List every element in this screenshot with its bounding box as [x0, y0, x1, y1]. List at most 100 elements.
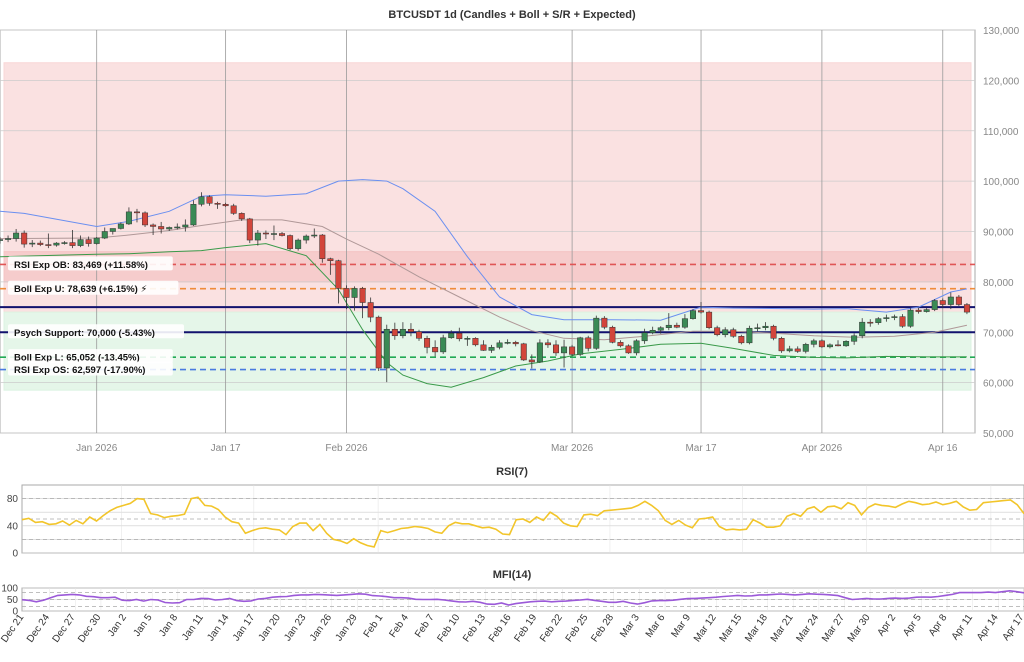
- candle-body: [794, 348, 801, 352]
- candle: [496, 340, 503, 350]
- candle-body: [142, 212, 149, 226]
- candle-body: [37, 242, 44, 245]
- candle-body: [810, 340, 817, 345]
- candle-body: [45, 244, 52, 246]
- candle: [617, 340, 624, 348]
- candle: [432, 340, 439, 357]
- candle: [407, 323, 414, 337]
- mfi-x-tick-label: Mar 3: [618, 612, 642, 640]
- candle-body: [77, 239, 84, 246]
- candle: [416, 329, 422, 341]
- level-label-background: [8, 256, 173, 271]
- candle-body: [270, 233, 277, 235]
- candle: [963, 303, 970, 315]
- mfi-x-tick-label: Mar 21: [769, 612, 796, 644]
- candle: [891, 314, 898, 321]
- candle: [246, 217, 253, 244]
- candle-body: [520, 343, 527, 361]
- candle-body: [689, 310, 696, 319]
- candle: [609, 325, 616, 344]
- candle: [117, 222, 124, 230]
- level-label-background: [8, 324, 184, 339]
- candle-body: [512, 342, 519, 345]
- candle: [174, 223, 181, 230]
- bollinger-middle: [0, 219, 968, 341]
- candle-body: [351, 288, 358, 298]
- mfi-x-tick-label: Jan 8: [157, 612, 180, 639]
- candle: [915, 307, 922, 314]
- candle: [424, 335, 431, 354]
- mfi-title: MFI(14): [493, 569, 532, 581]
- mfi-x-tick-label: Feb 25: [564, 612, 591, 644]
- mfi-x-tick-label: Feb 4: [387, 612, 411, 640]
- candle-body: [101, 231, 108, 239]
- candle-body: [617, 342, 624, 347]
- candle: [464, 336, 471, 346]
- candle-body: [21, 232, 28, 245]
- candle-body: [206, 196, 213, 204]
- rsi-y-tick-label: 40: [7, 521, 19, 532]
- mfi-x-tick-label: Mar 30: [846, 612, 873, 644]
- mfi-line: [21, 589, 1024, 606]
- candle-body: [714, 327, 721, 336]
- chart-title: BTCUSDT 1d (Candles + Boll + S/R + Expec…: [388, 9, 636, 21]
- candle: [883, 314, 890, 322]
- bollinger-bands: [0, 179, 968, 388]
- candle: [601, 316, 608, 330]
- candle-body: [899, 316, 906, 327]
- candle: [359, 286, 366, 319]
- candle: [303, 234, 310, 244]
- x-tick-label: Mar 17: [685, 443, 717, 454]
- candle-body: [915, 309, 922, 312]
- candle-body: [335, 260, 342, 289]
- level-label: Boll Exp L: 65,052 (-13.45%): [8, 349, 173, 364]
- candle: [77, 235, 84, 248]
- candle: [875, 317, 882, 325]
- mfi-x-tick-label: Dec 27: [51, 612, 78, 645]
- mfi-x-tick-label: Dec 24: [25, 612, 52, 645]
- candle-body: [528, 359, 535, 363]
- candle-body: [464, 338, 471, 340]
- candle-body: [133, 211, 140, 214]
- candle: [440, 334, 447, 354]
- mfi-series: [21, 589, 1024, 606]
- candle: [706, 310, 713, 330]
- level-label: RSI Exp OS: 62,597 (-17.90%): [8, 361, 173, 376]
- candle-body: [53, 242, 60, 246]
- candle-body: [931, 300, 938, 310]
- mfi-x-tick-label: Jan 26: [308, 612, 334, 643]
- y-tick-label: 100,000: [983, 177, 1020, 188]
- rsi-panel: RSI(7) 0 40 80: [7, 466, 1024, 560]
- candle-body: [891, 316, 898, 318]
- candle-body: [738, 336, 745, 344]
- candle: [125, 207, 132, 225]
- y-tick-label: 130,000: [983, 26, 1020, 37]
- mfi-x-tick-label: Mar 24: [794, 612, 821, 644]
- candle-body: [963, 304, 970, 313]
- candle: [222, 202, 229, 207]
- candle: [955, 294, 962, 307]
- candle-body: [29, 242, 36, 245]
- candle-body: [939, 300, 946, 305]
- rsi-y-tick-label: 0: [12, 549, 18, 560]
- candle: [190, 200, 197, 226]
- mfi-x-tick-label: Feb 28: [589, 612, 616, 644]
- candle: [85, 236, 92, 247]
- mfi-x-tick-label: Feb 19: [512, 612, 539, 644]
- candle: [947, 292, 954, 310]
- candle-body: [448, 333, 455, 339]
- candle-body: [311, 234, 318, 237]
- support-resistance-zones: [3, 62, 972, 391]
- mfi-x-tick-label: Mar 27: [820, 612, 847, 644]
- candle-body: [553, 344, 559, 354]
- level-label: Psych Support: 70,000 (-5.43%): [8, 324, 184, 339]
- candle-body: [504, 342, 511, 344]
- candle: [818, 339, 825, 348]
- candle: [399, 322, 406, 339]
- candle: [802, 342, 809, 354]
- candle-body: [238, 213, 245, 220]
- candle-body: [569, 346, 576, 355]
- candle: [794, 346, 801, 353]
